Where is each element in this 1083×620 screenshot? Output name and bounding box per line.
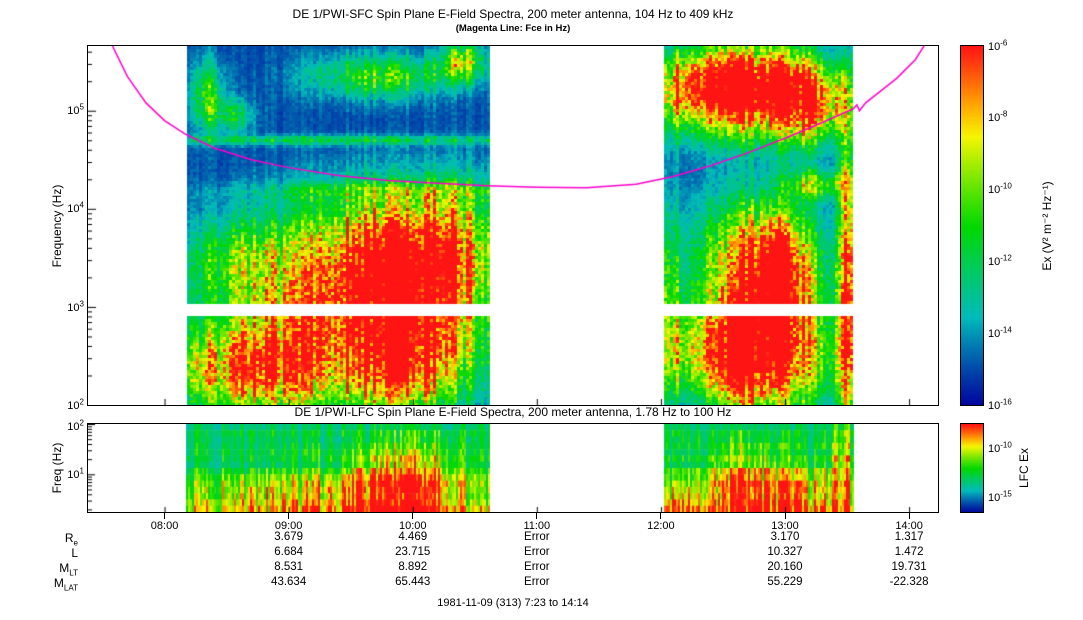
time-tick-label: 09:00 [274,520,303,532]
sfc-colorbar-tick-label: 10-10 [988,181,1012,197]
sfc-ytick-label: 103 [67,298,84,314]
ephemeris-value: -22.328 [889,576,929,588]
ephemeris-value: 43.634 [271,576,307,588]
lfc-ytick-label: 102 [67,418,84,433]
ephemeris-value: 6.684 [274,546,304,558]
time-tick-mark [164,513,166,519]
time-tick-label: 08:00 [150,520,179,532]
ephemeris-row-label: Re [64,531,78,548]
sfc-colorbar [960,45,984,406]
ephemeris-value: 1.317 [894,531,924,543]
ephemeris-value: Error [524,546,550,558]
time-tick-mark [784,513,786,519]
lfc-plot-panel [87,423,939,513]
ephemeris-row-label: MLT [59,561,78,578]
ephemeris-row-label: MLAT [53,576,78,593]
ephemeris-value: 8.892 [398,561,428,573]
lfc-colorbar-gradient [961,424,983,512]
ephemeris-value: Error [524,531,550,543]
lfc-spectrogram-canvas [88,424,938,512]
ephemeris-value: 55.229 [767,576,803,588]
sfc-colorbar-gradient [961,46,983,405]
sfc-subtitle: (Magenta Line: Fce in Hz) [455,23,571,34]
sfc-ytick-label: 104 [67,200,84,216]
time-tick-label: 13:00 [771,520,799,532]
sfc-colorbar-tick-label: 10-12 [988,253,1012,269]
footer-caption: 1981-11-09 (313) 7:23 to 14:14 [437,597,589,609]
sfc-ytick-label: 105 [67,102,84,118]
ephemeris-value: 20.160 [767,561,803,573]
sfc-colorbar-tick-label: 10-6 [988,38,1008,53]
lfc-colorbar [960,423,984,513]
time-tick-label: 11:00 [523,520,551,532]
sfc-colorbar-tick-label: 10-16 [988,397,1012,412]
ephemeris-value: 1.472 [894,546,924,558]
time-tick-mark [660,513,662,519]
sfc-spectrogram-canvas [88,46,938,405]
time-tick-label: 10:00 [398,520,427,532]
ephemeris-value: 23.715 [395,546,431,558]
ephemeris-value: 65.443 [395,576,431,588]
sfc-title: DE 1/PWI-SFC Spin Plane E-Field Spectra,… [292,7,734,21]
time-tick-label: 14:00 [895,520,923,532]
ephemeris-row-label: L [71,546,78,560]
time-tick-mark [908,513,910,519]
ephemeris-value: Error [524,561,550,573]
ephemeris-value: Error [524,576,550,588]
sfc-colorbar-tick-label: 10-8 [988,109,1008,125]
ephemeris-value: 8.531 [274,561,304,573]
time-tick-mark [288,513,290,519]
lfc-title: DE 1/PWI-LFC Spin Plane E-Field Spectra,… [294,405,732,419]
lfc-ytick-label: 101 [67,466,84,481]
ephemeris-value: 4.469 [398,531,428,543]
sfc-colorbar-label: Ex (V² m⁻² Hz⁻¹) [1040,181,1054,271]
sfc-colorbar-tick-label: 10-14 [988,325,1012,340]
sfc-plot-panel [87,45,939,406]
sfc-ytick-label: 102 [67,397,84,412]
lfc-colorbar-tick-label: 10-15 [988,489,1012,504]
ephemeris-value: 19.731 [891,561,927,573]
ephemeris-value: 10.327 [767,546,803,558]
time-tick-mark [412,513,414,519]
sfc-y-axis-label: Frequency (Hz) [50,184,64,268]
ephemeris-value: 3.170 [770,531,800,543]
time-tick-label: 12:00 [647,520,675,532]
lfc-colorbar-tick-label: 10-10 [988,440,1012,455]
ephemeris-value: 3.679 [274,531,304,543]
time-tick-mark [536,513,538,519]
